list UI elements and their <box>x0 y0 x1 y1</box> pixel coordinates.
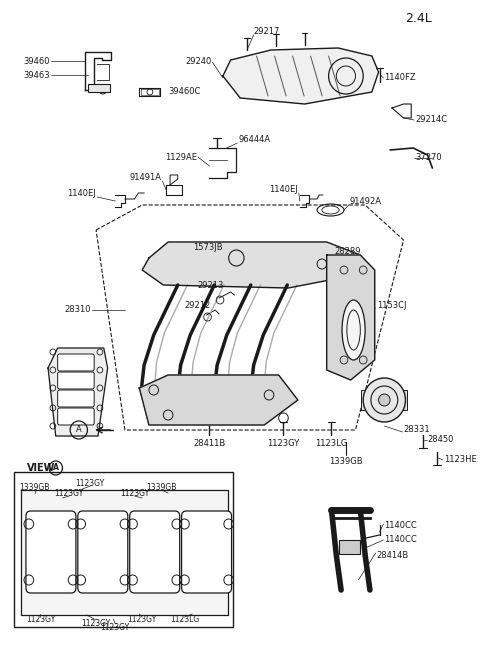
Text: 1123LG: 1123LG <box>170 616 199 624</box>
Polygon shape <box>139 375 298 425</box>
FancyBboxPatch shape <box>26 511 76 593</box>
FancyBboxPatch shape <box>181 511 231 593</box>
Bar <box>88 84 109 92</box>
Text: 39460C: 39460C <box>168 86 201 96</box>
Text: 28289: 28289 <box>335 248 361 257</box>
Bar <box>361 390 408 410</box>
Text: 1129AE: 1129AE <box>165 153 197 162</box>
Text: 28310: 28310 <box>65 305 91 314</box>
Text: 91491A: 91491A <box>130 174 161 183</box>
FancyBboxPatch shape <box>58 390 94 407</box>
Text: 1339GB: 1339GB <box>329 457 363 466</box>
FancyBboxPatch shape <box>130 511 180 593</box>
Text: 1153CJ: 1153CJ <box>377 301 406 310</box>
Polygon shape <box>142 242 360 288</box>
FancyBboxPatch shape <box>78 511 128 593</box>
Polygon shape <box>327 255 375 380</box>
Text: 1123GY: 1123GY <box>128 616 157 624</box>
Circle shape <box>379 394 390 406</box>
Text: 1140CC: 1140CC <box>384 536 417 544</box>
Bar <box>14 472 233 627</box>
Text: 1123GY: 1123GY <box>267 438 300 447</box>
Polygon shape <box>223 48 379 104</box>
Text: 1123HE: 1123HE <box>444 455 477 464</box>
Text: 96444A: 96444A <box>238 136 270 145</box>
Text: 1123LG: 1123LG <box>315 438 348 447</box>
Text: 28450: 28450 <box>428 436 454 445</box>
Text: 29217: 29217 <box>253 28 280 37</box>
Text: 1123GY: 1123GY <box>101 622 130 631</box>
Text: 1573JB: 1573JB <box>193 244 223 252</box>
Polygon shape <box>48 348 108 436</box>
Text: 29212: 29212 <box>184 301 211 310</box>
Text: 1123GY: 1123GY <box>76 479 105 487</box>
Text: 1123GY: 1123GY <box>55 489 84 498</box>
Text: 39460: 39460 <box>24 56 50 66</box>
Text: 29214C: 29214C <box>415 115 447 124</box>
Text: 29240: 29240 <box>185 58 211 67</box>
Text: 28414B: 28414B <box>377 550 409 559</box>
Text: 28411B: 28411B <box>193 438 226 447</box>
Text: 1140EJ: 1140EJ <box>269 185 298 195</box>
Polygon shape <box>21 490 228 615</box>
Text: 1339GB: 1339GB <box>19 483 50 491</box>
Ellipse shape <box>342 300 365 360</box>
Text: 1140FZ: 1140FZ <box>384 73 416 83</box>
Text: 39463: 39463 <box>24 71 50 79</box>
Text: 1140EJ: 1140EJ <box>67 189 96 198</box>
Text: 1339GB: 1339GB <box>146 483 177 491</box>
Text: 29213: 29213 <box>197 280 223 290</box>
Text: 28331: 28331 <box>404 426 430 434</box>
Text: 2.4L: 2.4L <box>406 12 432 24</box>
FancyBboxPatch shape <box>58 372 94 389</box>
Text: 91492A: 91492A <box>350 198 382 206</box>
Text: A: A <box>53 464 59 472</box>
Circle shape <box>363 378 406 422</box>
FancyBboxPatch shape <box>58 354 94 371</box>
Text: 1140CC: 1140CC <box>384 521 417 529</box>
Text: 37270: 37270 <box>415 153 442 162</box>
FancyBboxPatch shape <box>58 408 94 425</box>
Bar <box>339 540 360 554</box>
Text: 1123GY: 1123GY <box>120 489 149 498</box>
Text: A: A <box>76 426 82 434</box>
Text: 1123GY: 1123GY <box>82 618 111 627</box>
Text: 1123GY: 1123GY <box>26 616 55 624</box>
Text: VIEW: VIEW <box>27 463 55 473</box>
